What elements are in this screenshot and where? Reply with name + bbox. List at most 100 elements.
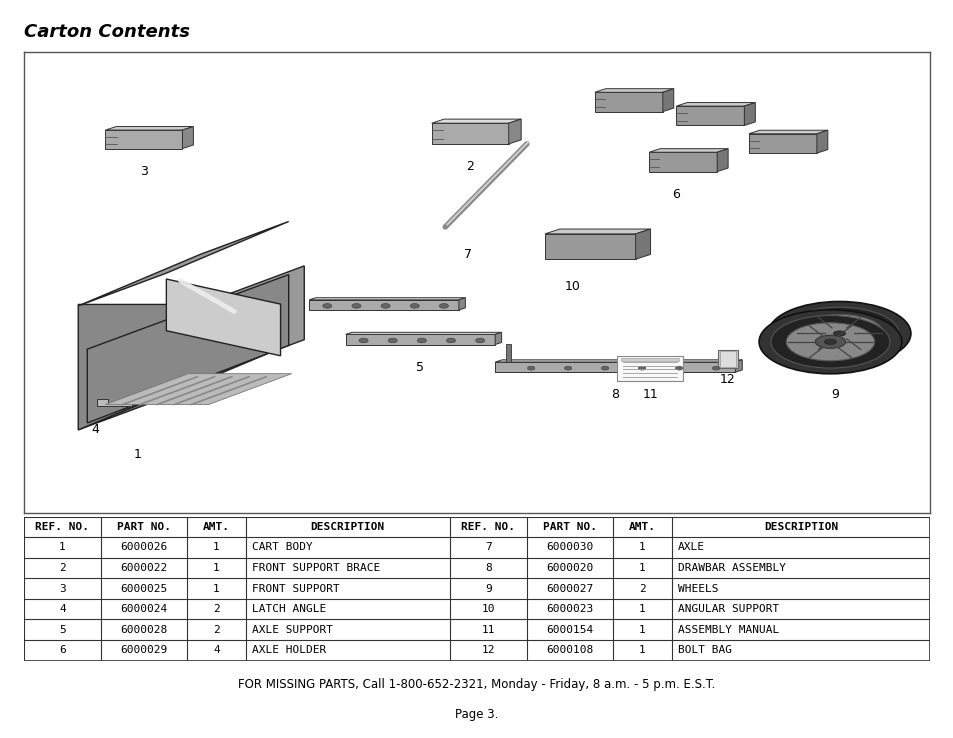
Text: 6: 6	[59, 645, 66, 655]
Text: 1: 1	[639, 645, 645, 655]
Text: 6000027: 6000027	[546, 584, 593, 593]
Text: 6000030: 6000030	[546, 542, 593, 553]
Circle shape	[439, 303, 448, 308]
Text: 6000029: 6000029	[120, 645, 168, 655]
Circle shape	[675, 366, 682, 370]
Text: 1: 1	[59, 542, 66, 553]
Circle shape	[601, 366, 608, 370]
Polygon shape	[495, 362, 735, 372]
Polygon shape	[495, 332, 501, 345]
Circle shape	[380, 303, 390, 308]
Polygon shape	[676, 106, 743, 125]
Text: Page 3.: Page 3.	[455, 708, 498, 720]
Ellipse shape	[759, 310, 901, 373]
Polygon shape	[97, 399, 132, 407]
Circle shape	[322, 303, 332, 308]
Text: 12: 12	[481, 645, 495, 655]
Circle shape	[352, 303, 360, 308]
Text: 7: 7	[484, 542, 491, 553]
Polygon shape	[458, 297, 465, 310]
Text: 5: 5	[416, 361, 424, 373]
Circle shape	[416, 338, 426, 342]
Ellipse shape	[823, 327, 854, 340]
Polygon shape	[345, 332, 501, 334]
Polygon shape	[78, 305, 200, 430]
Polygon shape	[662, 89, 673, 111]
Polygon shape	[87, 275, 289, 423]
Text: 1: 1	[639, 542, 645, 553]
Text: FRONT SUPPORT: FRONT SUPPORT	[252, 584, 339, 593]
Text: 2: 2	[59, 563, 66, 573]
Ellipse shape	[767, 302, 910, 365]
Text: FRONT SUPPORT BRACE: FRONT SUPPORT BRACE	[252, 563, 380, 573]
Polygon shape	[635, 229, 650, 259]
Ellipse shape	[785, 323, 874, 361]
Circle shape	[638, 366, 645, 370]
Circle shape	[712, 366, 719, 370]
Bar	[505, 344, 511, 362]
Text: 1: 1	[639, 604, 645, 614]
Text: REF. NO.: REF. NO.	[461, 522, 515, 532]
Text: LATCH ANGLE: LATCH ANGLE	[252, 604, 326, 614]
Circle shape	[410, 303, 419, 308]
Ellipse shape	[780, 307, 898, 360]
Circle shape	[358, 338, 368, 342]
Text: 4: 4	[213, 645, 219, 655]
Polygon shape	[166, 279, 280, 356]
Text: 3: 3	[140, 165, 148, 178]
Ellipse shape	[814, 335, 845, 348]
Polygon shape	[182, 126, 193, 148]
Text: 1: 1	[213, 563, 219, 573]
Text: 7: 7	[463, 248, 472, 261]
Circle shape	[388, 338, 396, 342]
Text: 6000023: 6000023	[546, 604, 593, 614]
Text: ANGULAR SUPPORT: ANGULAR SUPPORT	[678, 604, 779, 614]
Polygon shape	[345, 334, 495, 345]
Text: 9: 9	[830, 388, 838, 401]
Text: 3: 3	[59, 584, 66, 593]
Text: 1: 1	[213, 542, 219, 553]
Text: 2: 2	[466, 160, 474, 173]
Polygon shape	[748, 134, 816, 154]
Ellipse shape	[770, 316, 889, 368]
Polygon shape	[648, 148, 727, 152]
Text: 1: 1	[639, 624, 645, 635]
Text: PART NO.: PART NO.	[117, 522, 171, 532]
Circle shape	[564, 366, 571, 370]
Text: AXLE HOLDER: AXLE HOLDER	[252, 645, 326, 655]
Text: 6000020: 6000020	[546, 563, 593, 573]
Polygon shape	[595, 92, 662, 111]
Text: CART BODY: CART BODY	[252, 542, 313, 553]
Circle shape	[476, 338, 484, 342]
Text: 4: 4	[91, 423, 100, 436]
Text: DESCRIPTION: DESCRIPTION	[311, 522, 385, 532]
Circle shape	[446, 338, 456, 342]
Polygon shape	[495, 360, 741, 362]
Polygon shape	[431, 119, 520, 123]
Polygon shape	[717, 148, 727, 172]
Polygon shape	[309, 297, 465, 300]
Polygon shape	[748, 130, 827, 134]
Text: 9: 9	[484, 584, 491, 593]
Text: 10: 10	[563, 280, 579, 293]
Text: 12: 12	[720, 373, 735, 386]
Circle shape	[527, 366, 535, 370]
Text: 2: 2	[213, 604, 219, 614]
Text: BOLT BAG: BOLT BAG	[678, 645, 732, 655]
Polygon shape	[595, 89, 673, 92]
Text: Carton Contents: Carton Contents	[24, 23, 190, 41]
Text: 6000154: 6000154	[546, 624, 593, 635]
Ellipse shape	[833, 331, 844, 336]
Polygon shape	[200, 266, 304, 378]
Text: 11: 11	[481, 624, 495, 635]
Text: 11: 11	[641, 388, 658, 401]
Polygon shape	[105, 130, 182, 148]
Ellipse shape	[795, 314, 882, 353]
Text: AMT.: AMT.	[203, 522, 230, 532]
Polygon shape	[816, 130, 827, 154]
Text: WHEELS: WHEELS	[678, 584, 718, 593]
Text: AXLE SUPPORT: AXLE SUPPORT	[252, 624, 333, 635]
Text: 1: 1	[134, 449, 142, 461]
Text: 1: 1	[639, 563, 645, 573]
Text: 6000025: 6000025	[120, 584, 168, 593]
